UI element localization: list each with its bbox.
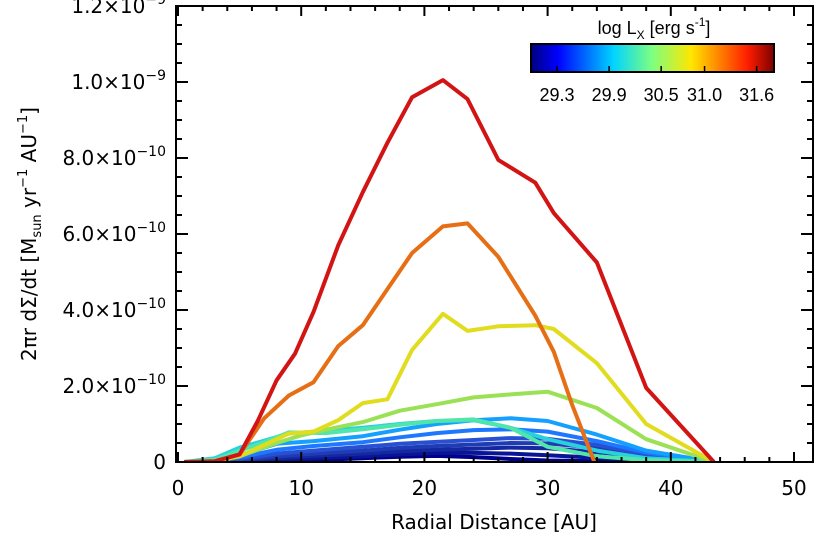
colorbar-tick-label: 31.0 xyxy=(687,85,722,105)
y-tick-label: 1.2×10−9 xyxy=(71,0,166,18)
x-tick-label: 20 xyxy=(412,476,437,500)
series-line-13 xyxy=(184,78,716,462)
x-tick-label: 40 xyxy=(658,476,683,500)
y-tick-label: 8.0×10−10 xyxy=(62,144,166,170)
x-tick-label: 10 xyxy=(288,476,313,500)
x-tick-label: 50 xyxy=(781,476,806,500)
colorbar-title: log LX [erg s-1] xyxy=(598,15,711,42)
series-line-12 xyxy=(184,221,597,462)
series-line-11 xyxy=(184,311,715,462)
y-axis-title: 2πr dΣ/dt [Msun yr−1 AU−1] xyxy=(16,107,45,361)
x-tick-label: 0 xyxy=(172,476,185,500)
y-tick-label: 0 xyxy=(153,450,166,474)
y-tick-label: 4.0×10−10 xyxy=(62,296,166,322)
y-tick-label: 1.0×10−9 xyxy=(71,68,166,94)
colorbar-gradient xyxy=(530,43,775,73)
colorbar-tick-label: 30.5 xyxy=(644,85,679,105)
series-lines xyxy=(183,78,716,462)
y-tick-label: 6.0×10−10 xyxy=(62,220,166,246)
x-tick-label: 30 xyxy=(535,476,560,500)
series-line-9 xyxy=(184,417,714,462)
x-axis-title: Radial Distance [AU] xyxy=(391,510,597,534)
colorbar-tick-label: 29.3 xyxy=(540,85,575,105)
colorbar-tick-label: 31.6 xyxy=(739,85,774,105)
svg-text:2πr dΣ/dt [Msun yr−1 AU−1]: 2πr dΣ/dt [Msun yr−1 AU−1] xyxy=(16,107,45,361)
y-tick-label: 2.0×10−10 xyxy=(62,372,166,398)
colorbar-tick-label: 29.9 xyxy=(592,85,627,105)
colorbar: log LX [erg s-1] 29.3 29.9 30.5 31.0 31.6 xyxy=(530,15,775,105)
x-axis: 0 10 20 30 40 50 xyxy=(172,6,807,500)
y-axis: 0 2.0×10−10 4.0×10−10 6.0×10−10 8.0×10−10 1.0… xyxy=(62,0,813,474)
